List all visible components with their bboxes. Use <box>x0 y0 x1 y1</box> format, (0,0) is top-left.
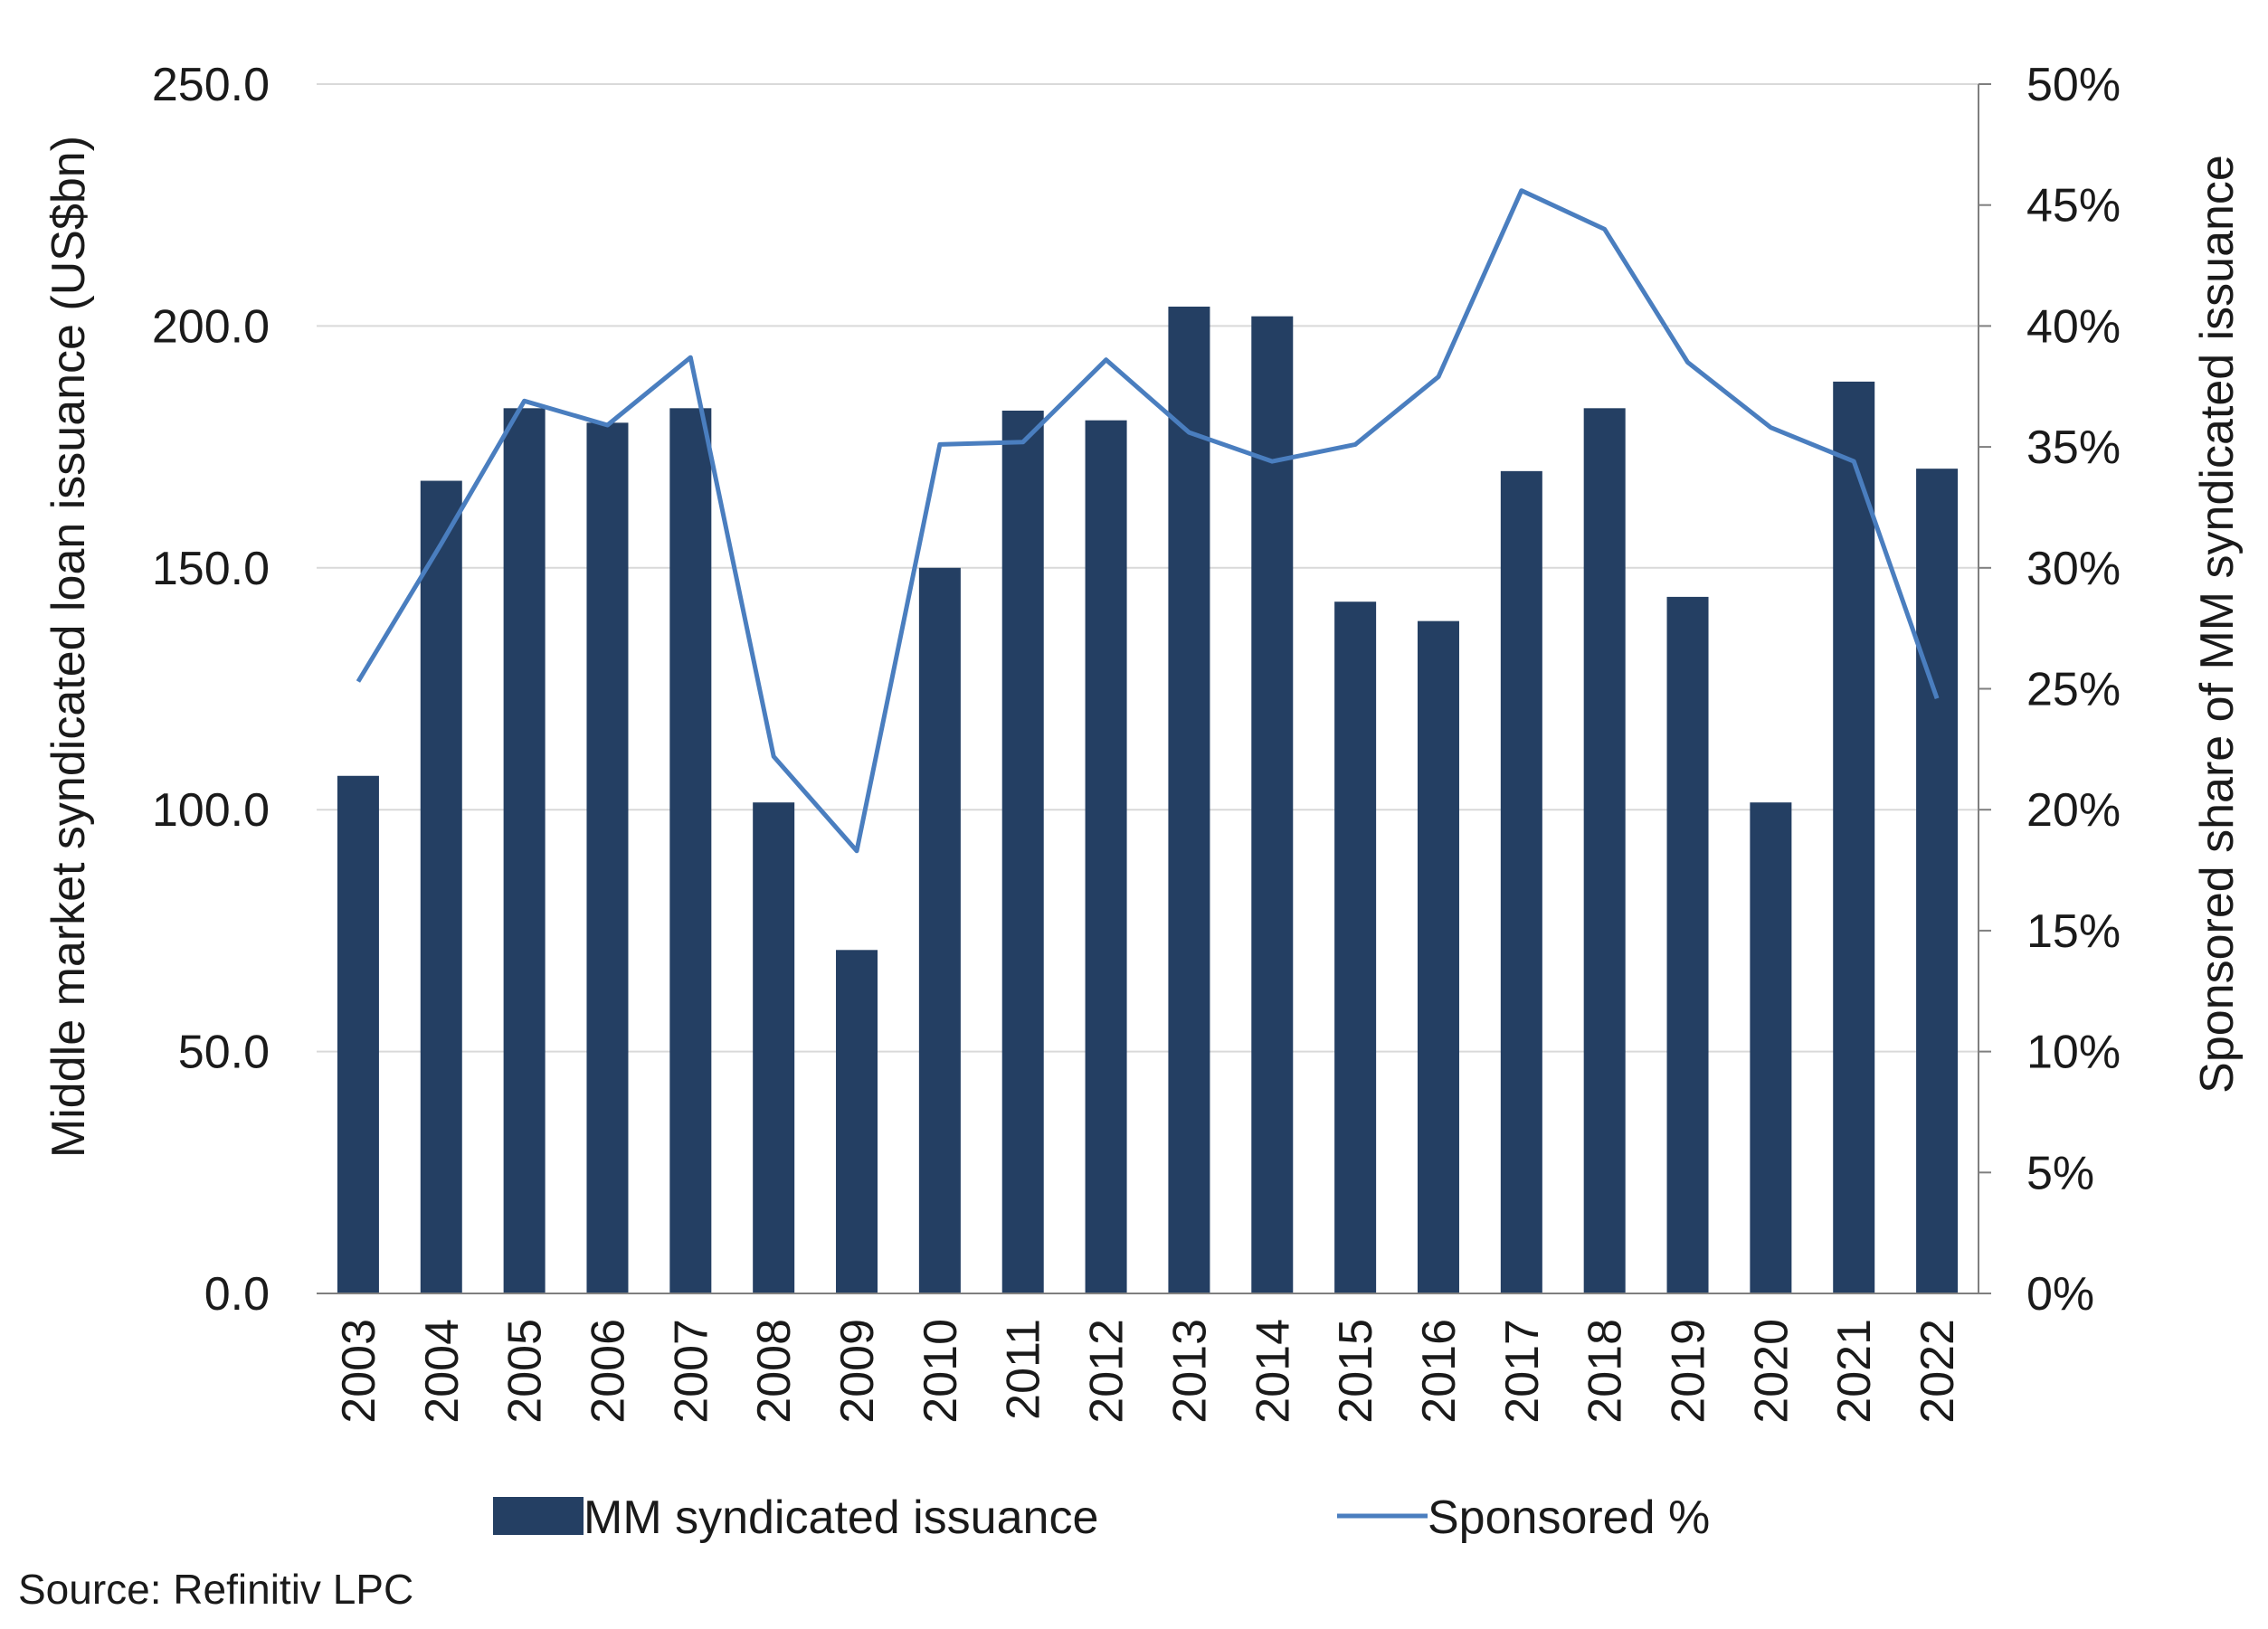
bar-2021 <box>1833 381 1875 1294</box>
legend-label-line: Sponsored % <box>1428 1492 1710 1544</box>
x-axis-tick-label: 2005 <box>499 1319 552 1424</box>
x-axis-tick-labels: 2003 2004 2005 2006 2007 2008 2009 2010 2011 2012… <box>333 1319 1964 1424</box>
left-axis-tick-label: 250.0 <box>152 59 270 111</box>
x-axis-tick-label: 2013 <box>1163 1319 1216 1424</box>
legend: MM syndicated issuance Sponsored % <box>493 1492 1710 1544</box>
bar-2010 <box>918 567 961 1293</box>
bar-2016 <box>1417 620 1459 1293</box>
right-axis-tick-label: 20% <box>2026 784 2121 837</box>
x-axis-tick-label: 2016 <box>1413 1319 1466 1424</box>
bar-series <box>337 307 1959 1294</box>
bar-2017 <box>1500 470 1542 1293</box>
x-axis-tick-label: 2014 <box>1247 1319 1299 1424</box>
bar-2005 <box>503 408 546 1293</box>
x-axis-tick-label: 2004 <box>416 1319 469 1424</box>
x-axis-tick-label: 2006 <box>582 1319 634 1424</box>
right-axis-tick-label: 30% <box>2026 543 2121 595</box>
left-axis-tick-label: 50.0 <box>178 1027 270 1079</box>
right-axis-tick-label: 35% <box>2026 421 2121 474</box>
right-axis-tick-label: 45% <box>2026 180 2121 232</box>
sponsored-line <box>356 188 1940 854</box>
bar-2004 <box>420 480 462 1293</box>
right-axis-tick-label: 10% <box>2026 1027 2121 1079</box>
right-axis-tick-marks <box>1979 83 1991 1294</box>
bar-2014 <box>1251 316 1294 1294</box>
line-series <box>356 188 1940 854</box>
right-axis-tick-label: 15% <box>2026 905 2121 958</box>
bar-2011 <box>1001 410 1044 1293</box>
x-axis-tick-label: 2011 <box>998 1319 1050 1420</box>
left-axis-tick-label: 150.0 <box>152 543 270 595</box>
x-axis-tick-label: 2015 <box>1330 1319 1382 1424</box>
right-axis-tick-label: 25% <box>2026 664 2121 716</box>
source-note: Source: Refinitiv LPC <box>18 1566 414 1613</box>
x-axis-tick-label: 2020 <box>1745 1319 1798 1424</box>
bar-2012 <box>1085 420 1127 1293</box>
x-axis-tick-label: 2018 <box>1580 1319 1632 1424</box>
x-axis-tick-label: 2008 <box>748 1319 801 1424</box>
x-axis-tick-label: 2003 <box>333 1319 385 1424</box>
bar-2007 <box>669 408 712 1293</box>
bar-2006 <box>586 422 629 1293</box>
right-axis-title: Sponsored share of MM syndicated issuanc… <box>2191 155 2244 1094</box>
bar-2013 <box>1168 307 1210 1293</box>
right-axis-tick-label: 0% <box>2026 1268 2094 1321</box>
bar-2009 <box>836 950 878 1293</box>
x-axis-tick-label: 2009 <box>831 1319 884 1424</box>
bar-2018 <box>1583 408 1626 1293</box>
right-axis-tick-label: 40% <box>2026 300 2121 353</box>
legend-swatch-bar <box>493 1497 584 1535</box>
left-axis-tick-label: 100.0 <box>152 784 270 837</box>
bar-2022 <box>1916 469 1959 1293</box>
legend-label-bar: MM syndicated issuance <box>584 1492 1098 1544</box>
x-axis-tick-label: 2017 <box>1496 1319 1549 1424</box>
gridlines <box>317 83 1979 1053</box>
x-axis-tick-label: 2007 <box>665 1319 717 1424</box>
right-axis-tick-label: 5% <box>2026 1147 2094 1199</box>
right-axis-tick-labels: 0% 5% 10% 15% 20% 25% 30% 35% 40% 45% 50% <box>2026 59 2121 1321</box>
bar-2003 <box>337 775 379 1293</box>
right-axis-tick-label: 50% <box>2026 59 2121 111</box>
left-axis-tick-label: 0.0 <box>204 1268 270 1321</box>
left-axis-tick-label: 200.0 <box>152 300 270 353</box>
bar-2008 <box>753 802 795 1293</box>
x-axis-tick-label: 2021 <box>1828 1319 1881 1424</box>
left-axis-tick-labels: 0.0 50.0 100.0 150.0 200.0 250.0 <box>152 59 270 1321</box>
x-axis-tick-label: 2019 <box>1663 1319 1715 1424</box>
bar-2020 <box>1750 802 1792 1293</box>
bar-2015 <box>1334 601 1377 1293</box>
bar-2019 <box>1666 596 1709 1293</box>
x-axis-tick-label: 2012 <box>1081 1319 1134 1424</box>
x-axis-tick-label: 2010 <box>915 1319 967 1424</box>
x-axis-tick-label: 2022 <box>1912 1319 1964 1424</box>
left-axis-title: Middle market syndicated loan issuance (… <box>43 136 95 1158</box>
